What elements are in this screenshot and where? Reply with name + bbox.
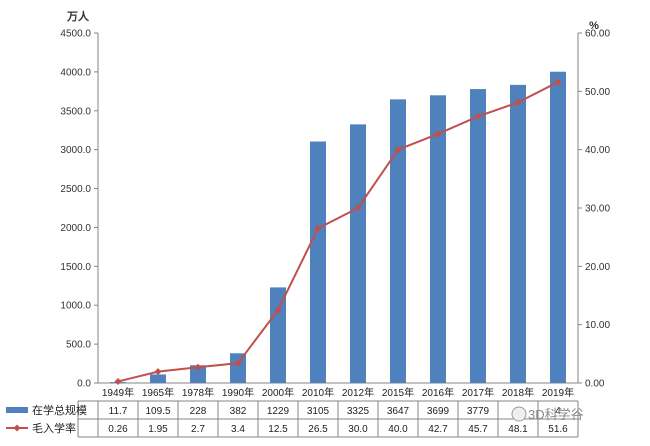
table-cell: 3.4 [231,424,245,435]
table-cell: 1229 [267,406,290,417]
table-cell: 0.26 [108,424,128,435]
chart-axes [94,33,582,383]
table-cell: 26.5 [308,424,328,435]
line-point [115,378,122,385]
legend-bar-key-icon [6,407,28,413]
x-tick-label: 1978年 [182,386,214,399]
left-tick-label: 500.0 [66,340,91,351]
left-tick-label: 3500.0 [60,106,91,117]
left-tick-label: 4000.0 [60,67,91,78]
x-tick-label: 2010年 [302,386,334,399]
left-tick-label: 4500.0 [60,29,91,40]
x-tick-label: 1965年 [142,386,174,399]
right-tick-label: 50.00 [585,87,610,98]
left-tick-label: 1000.0 [60,301,91,312]
bar [470,89,486,383]
x-tick-label: 1990年 [222,386,254,399]
x-tick-label: 2017年 [462,386,494,399]
line-series [115,79,562,385]
legend-label: 在学总规模 [32,403,87,417]
watermark-logo-icon [512,407,526,421]
table-cell: 109.5 [145,406,170,417]
bar [430,95,446,383]
x-tick-label: 2018年 [502,386,534,399]
x-tick-label: 2000年 [262,386,294,399]
line-point [155,368,162,375]
right-tick-label: 40.00 [585,145,610,156]
right-tick-label: 10.00 [585,320,610,331]
table-cell: 12.5 [268,424,288,435]
watermark-text: 3D科学谷 [528,407,584,422]
table-cell: 42.7 [428,424,448,435]
left-tick-label: 1500.0 [60,262,91,273]
left-axis-unit: 万人 [66,9,90,23]
legend-line-marker-icon [14,425,21,432]
bar [150,374,166,383]
line-path [118,82,558,381]
table-cell: 3779 [467,406,490,417]
bar [230,353,246,383]
table-cell: 30.0 [348,424,368,435]
table-cell: 3699 [427,406,450,417]
x-tick-label: 2015年 [382,386,414,399]
bar-series [110,72,566,383]
bar [310,142,326,384]
watermark: 3D科学谷 [512,407,584,422]
x-tick-label: 2019年 [542,386,574,399]
table-cell: 228 [190,406,207,417]
x-tick-label: 2012年 [342,386,374,399]
bar [350,124,366,383]
left-tick-label: 0.0 [77,379,91,390]
bar [510,85,526,383]
left-tick-label: 2000.0 [60,223,91,234]
table-cell: 3647 [387,406,410,417]
tick-labels: 0.0 500.0 1000.0 1500.0 2000.0 2500.0 3000.0 35… [60,29,610,390]
right-tick-label: 20.00 [585,262,610,273]
table-cell: 2.7 [191,424,205,435]
right-tick-label: 0.00 [585,379,605,390]
table-cell: 51.6 [548,424,568,435]
right-axis-unit: % [589,20,599,32]
bar [270,287,286,383]
table-cell: 11.7 [109,406,128,417]
legend-label: 毛入学率 [32,421,76,435]
x-tick-label: 2016年 [422,386,454,399]
right-tick-label: 30.00 [585,204,610,215]
table-cell: 40.0 [388,424,408,435]
table-cell: 45.7 [468,424,488,435]
left-tick-label: 3000.0 [60,145,91,156]
x-tick-label: 1949年 [102,386,134,399]
table-cell: 3325 [347,406,370,417]
bar [390,99,406,383]
table-cell: 1.95 [148,424,168,435]
left-tick-label: 2500.0 [60,184,91,195]
table-cell: 48.1 [508,424,528,435]
table-cell: 3105 [307,406,330,417]
bar [550,72,566,383]
table-cell: 382 [230,406,247,417]
data-table: 1949年 1965年 1978年 1990年 2000年 2010年 2012年 2015年… [6,386,578,437]
